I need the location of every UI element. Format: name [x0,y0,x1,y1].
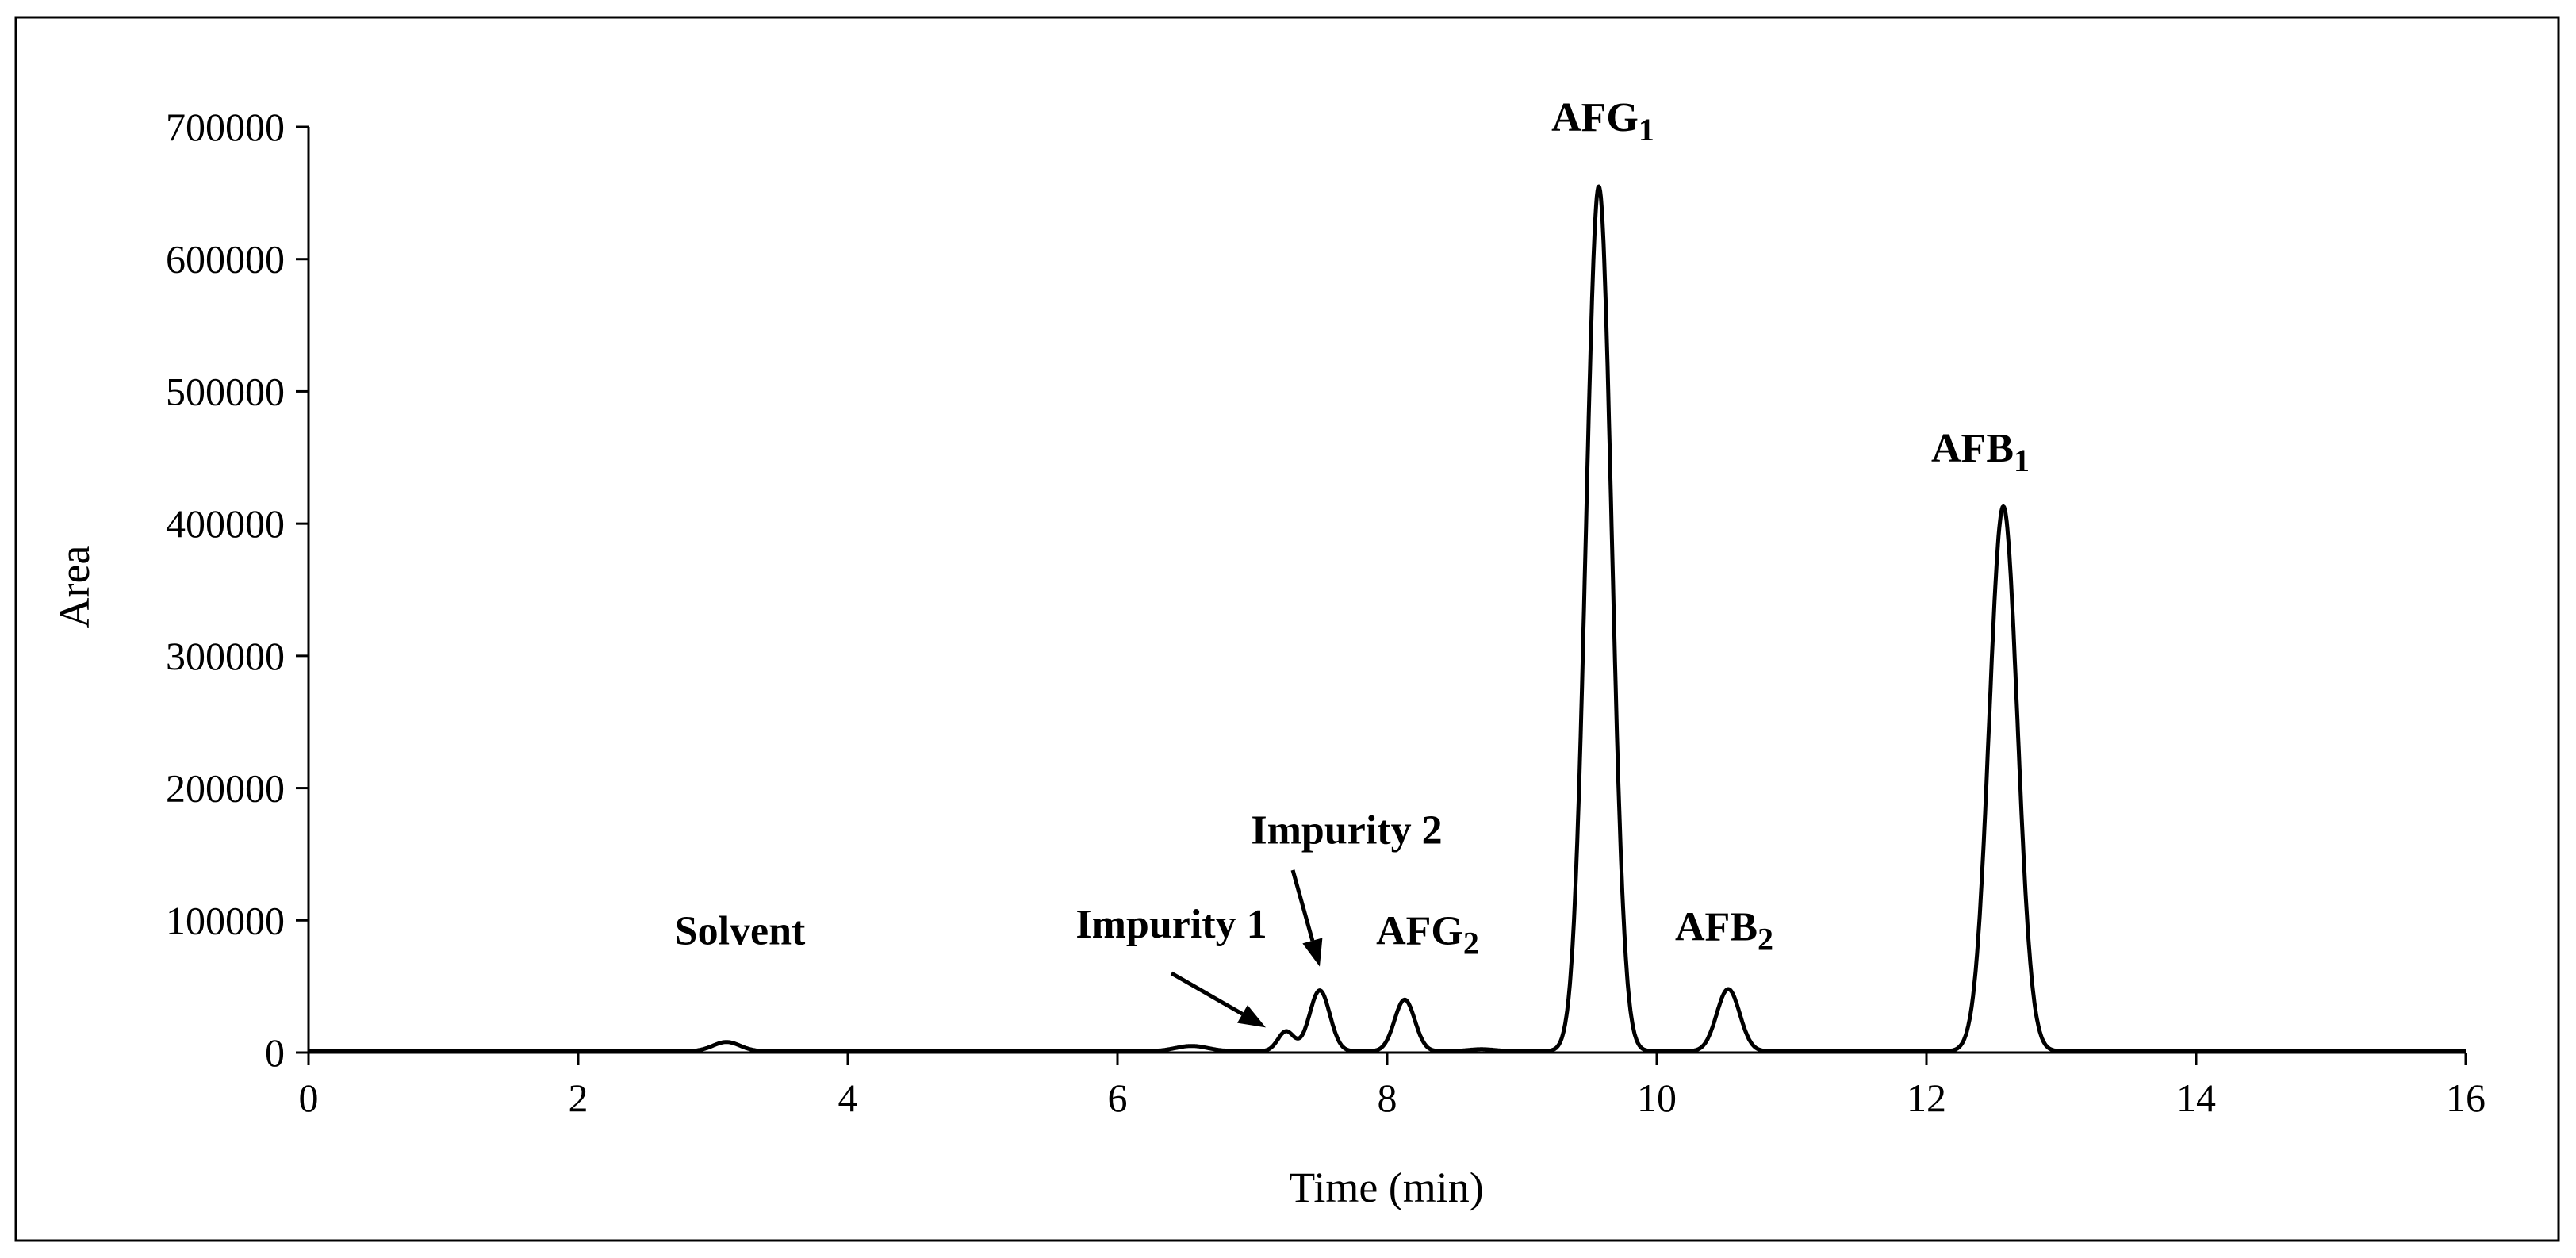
peak-label: Impurity 2 [1251,808,1442,853]
y-tick-label: 400000 [166,501,285,546]
y-tick-label: 700000 [166,105,285,149]
y-tick-label: 500000 [166,369,285,413]
y-tick-label: 0 [265,1030,285,1075]
peak-label-text: Impurity 2 [1251,808,1442,853]
x-tick-label: 8 [1378,1076,1397,1120]
chart-frame [14,16,2560,1242]
peak-label-text: AFG [1551,95,1639,140]
y-tick-label: 600000 [166,237,285,282]
peak-label-text: AFG [1376,908,1463,953]
y-tick-label: 200000 [166,766,285,811]
peak-label-subscript: 2 [1758,921,1773,957]
arrow-head [1302,938,1323,967]
arrow-head [1237,1005,1266,1028]
x-tick-label: 10 [1637,1076,1677,1120]
y-axis-title: Area [51,546,98,629]
peak-label-text: AFB [1931,426,2014,471]
peak-label: AFG1 [1551,95,1654,148]
peak-label: AFB2 [1675,904,1773,957]
peak-label: AFG2 [1376,908,1479,961]
arrow-line [1170,971,1244,1016]
peak-label: Impurity 1 [1075,902,1267,947]
x-tick-label: 0 [299,1076,319,1120]
peak-label-subscript: 2 [1463,925,1479,961]
y-tick-label: 300000 [166,634,285,678]
chromatogram-trace [307,184,2467,1053]
peak-label-text: Impurity 1 [1075,902,1267,947]
peak-label-text: AFB [1675,904,1758,949]
chromatogram-trace-group [307,184,2467,1053]
arrow-line [1290,869,1315,942]
x-tick-label: 4 [838,1076,858,1120]
peak-label-text: Solvent [675,908,806,953]
x-axis-title: Time (min) [1289,1164,1484,1211]
y-tick-label: 100000 [166,898,285,942]
x-tick-label: 12 [1907,1076,1946,1120]
x-tick-label: 14 [2176,1076,2216,1120]
peak-label-subscript: 1 [1639,112,1654,148]
peak-label-subscript: 1 [2014,443,2030,478]
x-tick-label: 6 [1108,1076,1128,1120]
peak-label: Solvent [675,908,806,953]
x-tick-label: 16 [2446,1076,2486,1120]
x-tick-label: 2 [569,1076,588,1120]
peak-label: AFB1 [1931,426,2030,478]
